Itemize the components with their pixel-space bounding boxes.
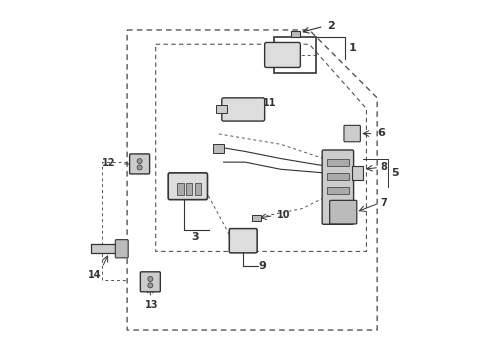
FancyBboxPatch shape: [130, 154, 149, 174]
Bar: [327, 187, 348, 194]
Bar: [217, 105, 227, 113]
Text: 12: 12: [102, 158, 116, 168]
FancyBboxPatch shape: [322, 150, 354, 224]
Bar: [327, 158, 348, 166]
Text: 5: 5: [392, 168, 399, 178]
Text: 8: 8: [381, 162, 388, 172]
Bar: [273, 37, 317, 73]
FancyBboxPatch shape: [330, 201, 357, 224]
Text: 2: 2: [327, 21, 335, 31]
Circle shape: [137, 158, 142, 163]
Text: 13: 13: [145, 300, 158, 310]
Text: 10: 10: [277, 210, 291, 220]
Text: 4: 4: [195, 188, 203, 198]
Circle shape: [148, 283, 153, 288]
Bar: [186, 183, 193, 195]
Text: 9: 9: [259, 261, 267, 271]
Bar: [195, 183, 201, 195]
Bar: [213, 144, 223, 153]
Text: 7: 7: [381, 198, 388, 207]
FancyBboxPatch shape: [222, 98, 265, 121]
Text: 3: 3: [192, 232, 199, 242]
Circle shape: [148, 276, 153, 282]
Bar: [252, 215, 261, 221]
Bar: [177, 183, 184, 195]
Bar: [327, 173, 348, 180]
Bar: [352, 166, 363, 180]
FancyBboxPatch shape: [229, 229, 257, 253]
FancyBboxPatch shape: [168, 173, 207, 200]
Text: 1: 1: [348, 43, 356, 53]
FancyBboxPatch shape: [140, 272, 160, 292]
Bar: [292, 31, 300, 37]
Text: 11: 11: [263, 98, 276, 108]
Bar: [92, 244, 123, 253]
Circle shape: [137, 165, 142, 170]
FancyBboxPatch shape: [344, 125, 360, 142]
FancyBboxPatch shape: [115, 240, 128, 258]
FancyBboxPatch shape: [265, 42, 300, 67]
Text: 14: 14: [88, 270, 101, 280]
Text: 6: 6: [377, 128, 385, 138]
